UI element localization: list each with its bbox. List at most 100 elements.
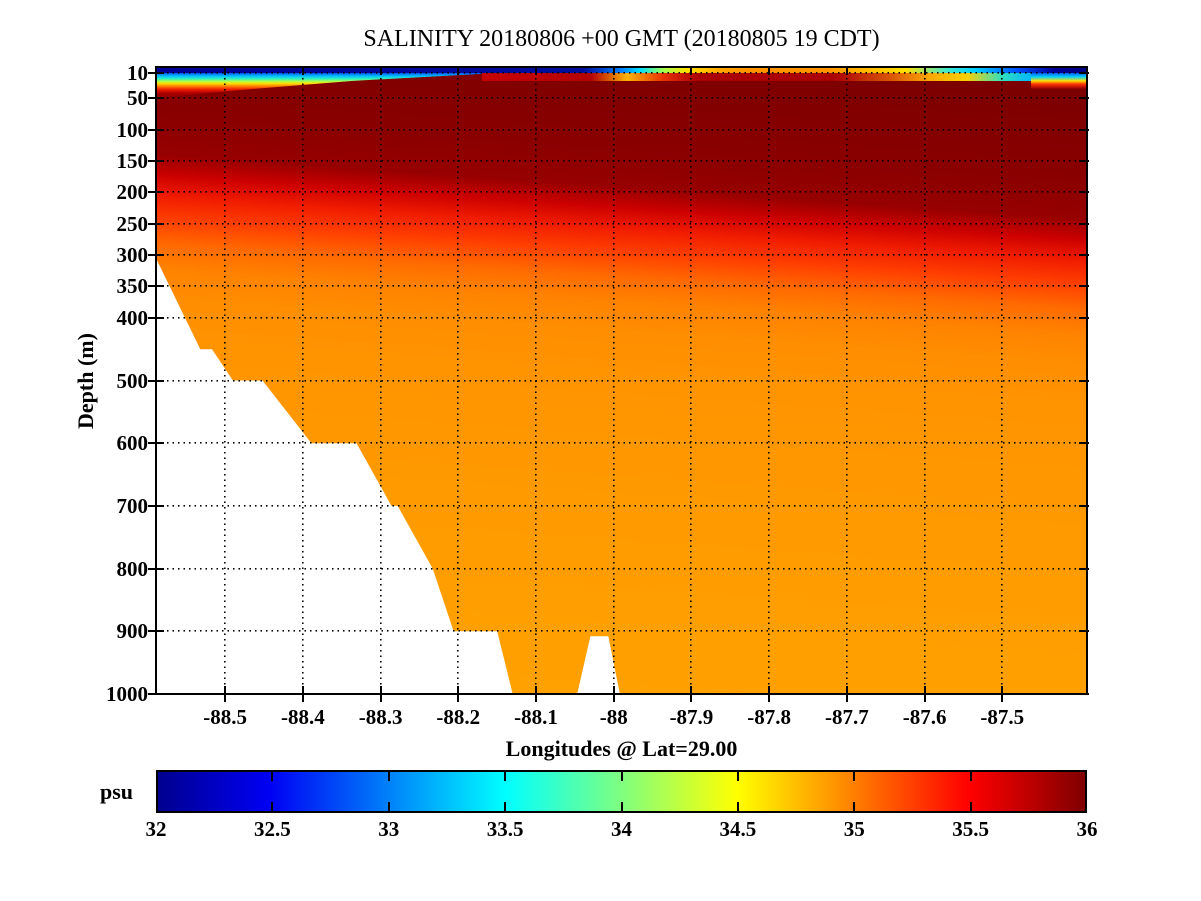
gridline-horizontal — [156, 254, 1087, 257]
y-tick-mark — [1079, 442, 1089, 445]
x-tick-mark — [845, 686, 848, 702]
x-tick-mark — [923, 686, 926, 702]
gridline-horizontal — [156, 285, 1087, 288]
gridline-vertical — [690, 67, 693, 694]
x-tick-label: -87.6 — [902, 705, 947, 729]
colorbar-tick-label: 33 — [378, 817, 400, 841]
y-tick-mark — [1079, 285, 1089, 288]
y-tick-label: 100 — [116, 117, 149, 142]
x-tick-label: -88.3 — [358, 705, 403, 729]
y-tick-mark — [1079, 630, 1089, 633]
x-tick-mark — [224, 686, 227, 702]
colorbar-tick-mark — [736, 772, 739, 781]
y-tick-label: 150 — [116, 149, 149, 174]
y-tick-mark — [148, 630, 164, 633]
x-tick-mark — [768, 67, 771, 75]
colorbar — [156, 770, 1087, 813]
colorbar-tick-mark — [853, 772, 856, 781]
y-tick-label: 600 — [116, 431, 149, 456]
y-tick-mark — [148, 316, 164, 319]
x-tick-mark — [535, 67, 538, 75]
colorbar-tick-label: 32 — [145, 817, 167, 841]
x-tick-mark — [1001, 686, 1004, 702]
colorbar-tick-mark — [969, 772, 972, 781]
colorbar-tick-label: 34 — [611, 817, 632, 841]
x-tick-label: -87.7 — [824, 705, 869, 729]
colorbar-tick-label: 32.5 — [254, 817, 291, 841]
x-tick-mark — [379, 67, 382, 75]
x-tick-mark — [612, 67, 615, 75]
colorbar-tick-mark — [969, 802, 972, 811]
y-tick-mark — [148, 379, 164, 382]
x-tick-label: -88.1 — [514, 705, 558, 729]
gridline-vertical — [612, 67, 615, 694]
gridline-vertical — [379, 67, 382, 694]
x-tick-mark — [457, 686, 460, 702]
colorbar-tick-mark — [271, 802, 274, 811]
colorbar-tick-mark — [271, 772, 274, 781]
colorbar-tick-label: 35 — [843, 817, 865, 841]
gridline-horizontal — [156, 97, 1087, 100]
x-tick-mark — [612, 686, 615, 702]
x-tick-mark — [690, 686, 693, 702]
x-tick-mark — [301, 67, 304, 75]
x-tick-label: -88.5 — [203, 705, 248, 729]
y-tick-mark — [1079, 160, 1089, 163]
y-tick-mark — [1079, 254, 1089, 257]
gridline-vertical — [845, 67, 848, 694]
x-tick-label: -88.2 — [436, 705, 481, 729]
gridline-vertical — [457, 67, 460, 694]
seafloor-svg — [156, 258, 620, 694]
colorbar-tick-mark — [853, 802, 856, 811]
colorbar-tick-mark — [387, 772, 390, 781]
y-tick-mark — [148, 72, 164, 75]
x-tick-mark — [690, 67, 693, 75]
gridline-horizontal — [156, 222, 1087, 225]
colorbar-tick-mark — [736, 802, 739, 811]
y-tick-label: 800 — [116, 556, 149, 581]
colorbar-tick-label: 33.5 — [486, 817, 524, 841]
gridline-horizontal — [156, 191, 1087, 194]
y-tick-mark — [148, 693, 164, 695]
x-tick-mark — [301, 686, 304, 702]
gridline-vertical — [1001, 67, 1004, 694]
gridline-vertical — [224, 67, 227, 694]
colorbar-tick-label: 36 — [1076, 817, 1098, 841]
y-tick-mark — [148, 442, 164, 445]
gridline-horizontal — [156, 128, 1087, 131]
colorbar-tick-mark — [620, 772, 623, 781]
y-tick-label: 10 — [127, 61, 148, 86]
y-tick-label: 300 — [116, 243, 149, 268]
y-tick-mark — [1079, 379, 1089, 382]
y-tick-label: 50 — [127, 86, 148, 111]
y-tick-mark — [148, 222, 164, 225]
y-tick-mark — [1079, 97, 1089, 100]
gridline-horizontal — [156, 630, 1087, 633]
y-tick-label: 400 — [116, 305, 149, 330]
gridline-vertical — [768, 67, 771, 694]
colorbar-tick-label: 34.5 — [719, 817, 757, 841]
y-tick-mark — [148, 285, 164, 288]
gridline-horizontal — [156, 442, 1087, 445]
x-tick-mark — [379, 686, 382, 702]
y-tick-label: 700 — [116, 493, 149, 518]
gridline-horizontal — [156, 160, 1087, 163]
colorbar-label: psu — [100, 779, 134, 804]
colorbar-tick-mark — [504, 802, 507, 811]
y-tick-mark — [1079, 316, 1089, 319]
x-tick-mark — [845, 67, 848, 75]
plot-area — [148, 66, 1089, 702]
y-tick-mark — [1079, 191, 1089, 194]
gridline-horizontal — [156, 567, 1087, 570]
y-tick-label: 250 — [116, 211, 149, 236]
surface-salinity-strip — [156, 67, 1087, 73]
surface-halocline-strip — [481, 73, 1087, 81]
gridline-horizontal — [156, 72, 1087, 75]
gridline-horizontal — [156, 379, 1087, 382]
y-tick-label: 350 — [116, 274, 149, 299]
y-tick-label: 1000 — [106, 682, 148, 706]
x-tick-mark — [923, 67, 926, 75]
x-tick-mark — [1001, 67, 1004, 75]
seafloor-mask — [156, 258, 513, 694]
y-tick-mark — [1079, 128, 1089, 131]
